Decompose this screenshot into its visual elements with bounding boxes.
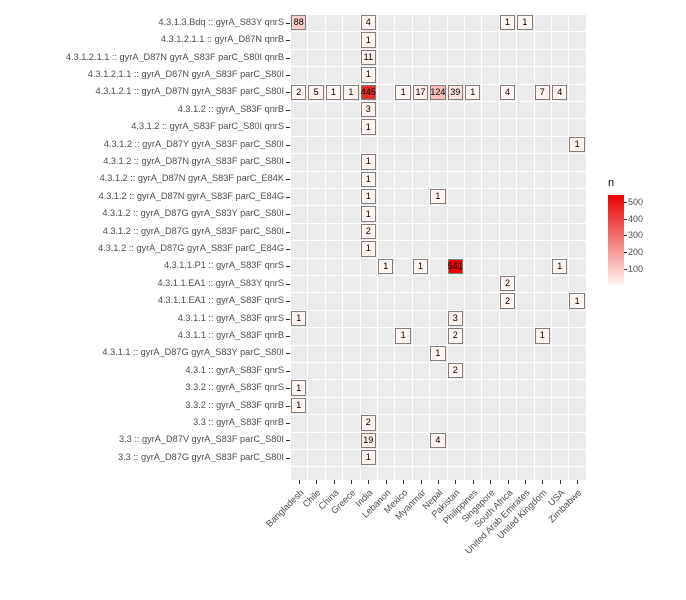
heatmap-cell: 7 <box>535 85 550 100</box>
y-axis-label: 3.3 :: gyrA_S83F qnrB <box>193 417 284 427</box>
heatmap-cell: 1 <box>361 67 376 82</box>
y-axis-label: 4.3.1.2 :: gyrA_D87G gyrA_S83F parC_E84G <box>98 243 284 253</box>
heatmap-cell: 2 <box>361 415 376 430</box>
heatmap-cell: 1 <box>569 293 584 308</box>
plot-panel: 8841111112511445117124391474311111112111… <box>290 14 586 480</box>
heatmap-cell: 5 <box>308 85 323 100</box>
heatmap-cell: 1 <box>291 380 306 395</box>
y-axis-label: 4.3.1.1 :: gyrA_D87G gyrA_S83Y parC_S80I <box>102 347 284 357</box>
legend-title: n <box>608 177 624 189</box>
y-axis-label: 4.3.1.1.EA1 :: gyrA_S83F qnrS <box>158 295 284 305</box>
heatmap-cell: 88 <box>291 15 306 30</box>
heatmap-cell: 2 <box>448 328 463 343</box>
heatmap-cell: 1 <box>361 32 376 47</box>
y-axis-label: 4.3.1.2 :: gyrA_D87Y gyrA_S83F parC_S80I <box>104 139 284 149</box>
y-axis-label: 3.3 :: gyrA_D87G gyrA_S83F parC_S80I <box>118 452 284 462</box>
heatmap-cell: 1 <box>378 259 393 274</box>
legend-tick-label: 500 <box>628 197 643 207</box>
heatmap-cell: 1 <box>361 172 376 187</box>
color-legend: n 100200300400500 <box>608 177 624 285</box>
y-axis-label: 4.3.1.2.1 :: gyrA_D87N gyrA_S83F parC_S8… <box>96 86 284 96</box>
heatmap-cell: 3 <box>361 102 376 117</box>
heatmap-cell: 1 <box>361 450 376 465</box>
heatmap-cell: 2 <box>361 224 376 239</box>
legend-gradient: 100200300400500 <box>608 195 624 285</box>
y-axis-label: 4.3.1.1 :: gyrA_S83F qnrS <box>178 313 284 323</box>
heatmap-cell: 4 <box>500 85 515 100</box>
y-axis-label: 4.3.1.1 :: gyrA_S83F qnrB <box>178 330 284 340</box>
legend-tick-label: 300 <box>628 230 643 240</box>
y-axis-label: 4.3.1.1.EA1 :: gyrA_S83Y qnrS <box>158 278 285 288</box>
y-axis-label: 4.3.1.2 :: gyrA_D87G gyrA_S83Y parC_S80I <box>102 208 284 218</box>
heatmap-cell: 1 <box>535 328 550 343</box>
heatmap-cell: 1 <box>517 15 532 30</box>
y-axis-label: 4.3.1.1.P1 :: gyrA_S83F qnrS <box>164 260 284 270</box>
y-axis-label: 4.3.1.2 :: gyrA_S83F qnrB <box>178 104 284 114</box>
heatmap-cell: 2 <box>500 276 515 291</box>
heatmap-cell: 2 <box>500 293 515 308</box>
y-axis-label: 3.3.2 :: gyrA_S83F qnrB <box>185 400 284 410</box>
y-axis-label: 4.3.1.2 :: gyrA_S83F parC_S80I qnrS <box>131 121 284 131</box>
heatmap-cell: 445 <box>361 85 376 100</box>
heatmap-cell: 1 <box>465 85 480 100</box>
legend-tick-label: 400 <box>628 214 643 224</box>
heatmap-cell: 2 <box>291 85 306 100</box>
heatmap-cell: 4 <box>552 85 567 100</box>
heatmap-cell: 11 <box>361 50 376 65</box>
y-axis-label: 3.3 :: gyrA_D87V gyrA_S83F parC_S80I <box>119 434 284 444</box>
y-axis-label: 4.3.1.2 :: gyrA_D87N gyrA_S83F parC_E84G <box>99 191 284 201</box>
y-axis-label: 4.3.1.2.1.1 :: gyrA_D87N qnrB <box>161 34 284 44</box>
heatmap-cell: 1 <box>430 346 445 361</box>
y-axis-label: 4.3.1.2.1.1 :: gyrA_D87N gyrA_S83F parC_… <box>88 69 284 79</box>
legend-tick-label: 200 <box>628 247 643 257</box>
y-axis-label: 4.3.1.2 :: gyrA_D87G gyrA_S83F parC_S80I <box>103 226 284 236</box>
heatmap-cell: 19 <box>361 433 376 448</box>
heatmap-plot: 8841111112511445117124391474311111112111… <box>0 0 686 600</box>
heatmap-cell: 1 <box>395 328 410 343</box>
heatmap-cell: 1 <box>552 259 567 274</box>
heatmap-cell: 17 <box>413 85 428 100</box>
heatmap-cell: 4 <box>430 433 445 448</box>
heatmap-cell: 39 <box>448 85 463 100</box>
heatmap-cell: 1 <box>569 137 584 152</box>
heatmap-cell: 1 <box>361 206 376 221</box>
heatmap-cell: 124 <box>430 85 445 100</box>
heatmap-cell: 1 <box>361 241 376 256</box>
heatmap-cell: 541 <box>448 259 463 274</box>
heatmap-cell: 1 <box>361 189 376 204</box>
legend-tick-label: 100 <box>628 264 643 274</box>
heatmap-cell: 1 <box>361 154 376 169</box>
y-axis-label: 3.3.2 :: gyrA_S83F qnrS <box>185 382 284 392</box>
heatmap-cell: 1 <box>430 189 445 204</box>
heatmap-cell: 1 <box>326 85 341 100</box>
y-axis-label: 4.3.1.2 :: gyrA_D87N gyrA_S83F parC_E84K <box>100 173 284 183</box>
heatmap-cell: 4 <box>361 15 376 30</box>
heatmap-cell: 1 <box>395 85 410 100</box>
heatmap-cell: 1 <box>361 119 376 134</box>
heatmap-cell: 3 <box>448 311 463 326</box>
heatmap-cell: 1 <box>413 259 428 274</box>
y-axis-label: 4.3.1.2.1.1 :: gyrA_D87N gyrA_S83F parC_… <box>66 52 284 62</box>
y-axis-label: 4.3.1.3.Bdq :: gyrA_S83Y qnrS <box>159 17 284 27</box>
heatmap-cell: 1 <box>343 85 358 100</box>
y-axis-label: 4.3.1.2 :: gyrA_D87N gyrA_S83F parC_S80I <box>103 156 284 166</box>
heatmap-cell: 1 <box>291 398 306 413</box>
heatmap-cell: 2 <box>448 363 463 378</box>
heatmap-cell: 1 <box>500 15 515 30</box>
heatmap-cell: 1 <box>291 311 306 326</box>
y-axis-label: 4.3.1 :: gyrA_S83F qnrS <box>185 365 284 375</box>
